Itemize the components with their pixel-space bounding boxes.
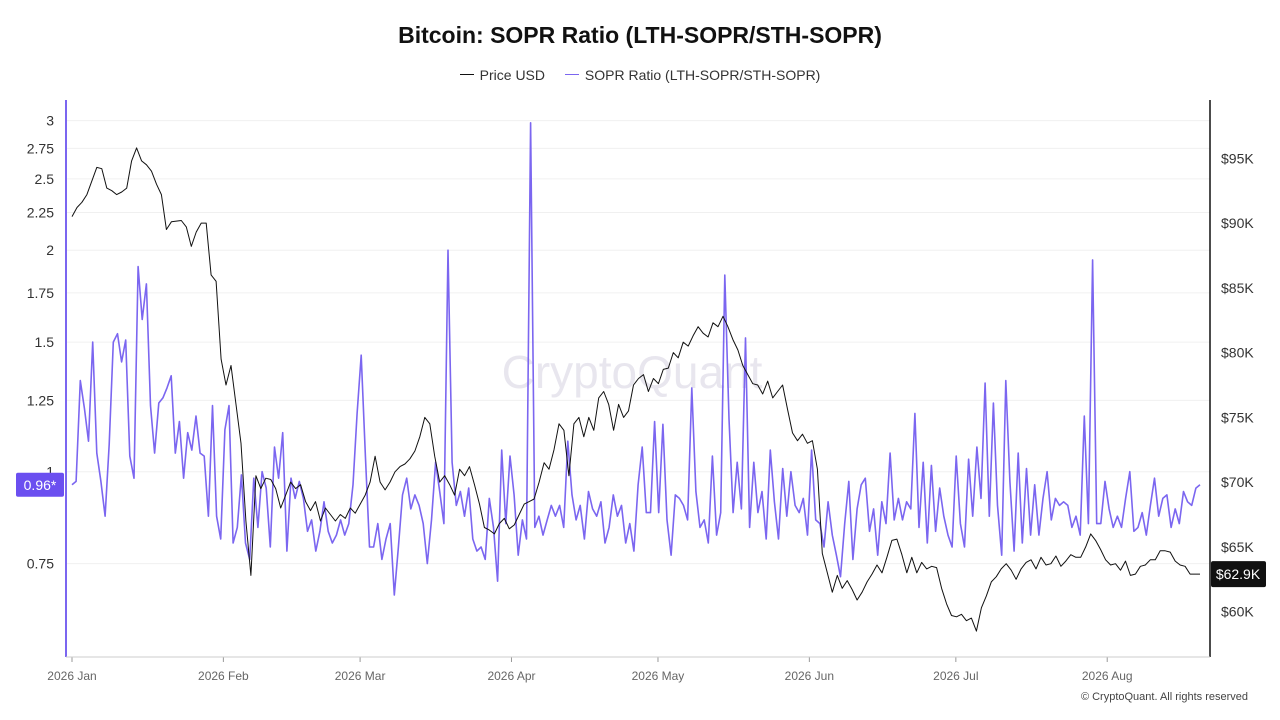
badge-sopr-current — [16, 472, 64, 497]
y-right-tick-label: $60K — [1221, 604, 1254, 620]
axes — [65, 100, 1211, 662]
legend-label-sopr: SOPR Ratio (LTH-SOPR/STH-SOPR) — [584, 66, 821, 83]
y-right-tick-label: $85K — [1221, 280, 1254, 296]
legend: Price USD SOPR Ratio (LTH-SOPR/STH-SOPR) — [0, 62, 1280, 83]
legend-item-price[interactable]: Price USD — [459, 66, 546, 83]
legend-item-sopr[interactable]: SOPR Ratio (LTH-SOPR/STH-SOPR) — [564, 66, 821, 83]
y-right-tick-label: $80K — [1221, 345, 1254, 361]
value-badges: 0.96* $62.9K — [16, 472, 1266, 588]
y-right-tick-label: $70K — [1221, 474, 1254, 490]
y-right-tick-label: $75K — [1221, 409, 1254, 425]
chart-title: Bitcoin: SOPR Ratio (LTH-SOPR/STH-SOPR) — [398, 22, 882, 48]
legend-swatch-price — [459, 74, 474, 75]
y-left-tick-label: 0.75 — [27, 556, 54, 572]
y-left-tick-label: 2.25 — [27, 205, 54, 221]
y-left-tick-label: 2.75 — [27, 140, 54, 156]
tick-labels: 0.75 1 1.25 1.5 1.75 2 2.25 2.5 2.75 3 $60K $65K $70… — [27, 113, 1255, 683]
badge-sopr-current-label: 0.96* — [24, 477, 57, 493]
series-lines — [71, 122, 1201, 632]
y-right-tick-label: $90K — [1221, 215, 1254, 231]
badge-price-current — [1211, 561, 1266, 588]
y-left-tick-label: 1.75 — [27, 285, 54, 301]
x-tick-label: 2026 Jan — [47, 669, 96, 683]
x-tick-label: 2026 Jun — [785, 669, 834, 683]
y-right-tick-label: $65K — [1221, 539, 1254, 555]
x-tick-label: 2026 Apr — [487, 669, 535, 683]
y-left-tick-label: 2 — [46, 242, 54, 258]
x-tick-label: 2026 Aug — [1082, 669, 1133, 683]
y-left-tick-label: 2.5 — [35, 171, 55, 187]
legend-swatch-sopr — [564, 74, 579, 75]
badge-price-current-label: $62.9K — [1216, 566, 1261, 582]
legend-label-price: Price USD — [479, 66, 546, 83]
x-tick-label: 2026 Jul — [933, 669, 978, 683]
watermark: CryptoQuant — [502, 346, 763, 398]
copyright-footer: © CryptoQuant. All rights reserved — [1080, 691, 1248, 703]
x-tick-label: 2026 Mar — [335, 669, 386, 683]
series-line-price[interactable] — [71, 147, 1200, 632]
x-tick-label: 2026 May — [632, 669, 685, 683]
y-left-tick-label: 1.25 — [27, 392, 54, 408]
y-left-tick-label: 3 — [46, 113, 54, 129]
grid-lines — [66, 120, 1210, 565]
series-line-sopr-ratio[interactable] — [71, 122, 1201, 596]
y-right-tick-label: $95K — [1221, 150, 1254, 166]
y-left-tick-label: 1.5 — [35, 334, 55, 350]
y-left-tick-label: 1 — [46, 464, 54, 480]
x-tick-label: 2026 Feb — [198, 669, 249, 683]
